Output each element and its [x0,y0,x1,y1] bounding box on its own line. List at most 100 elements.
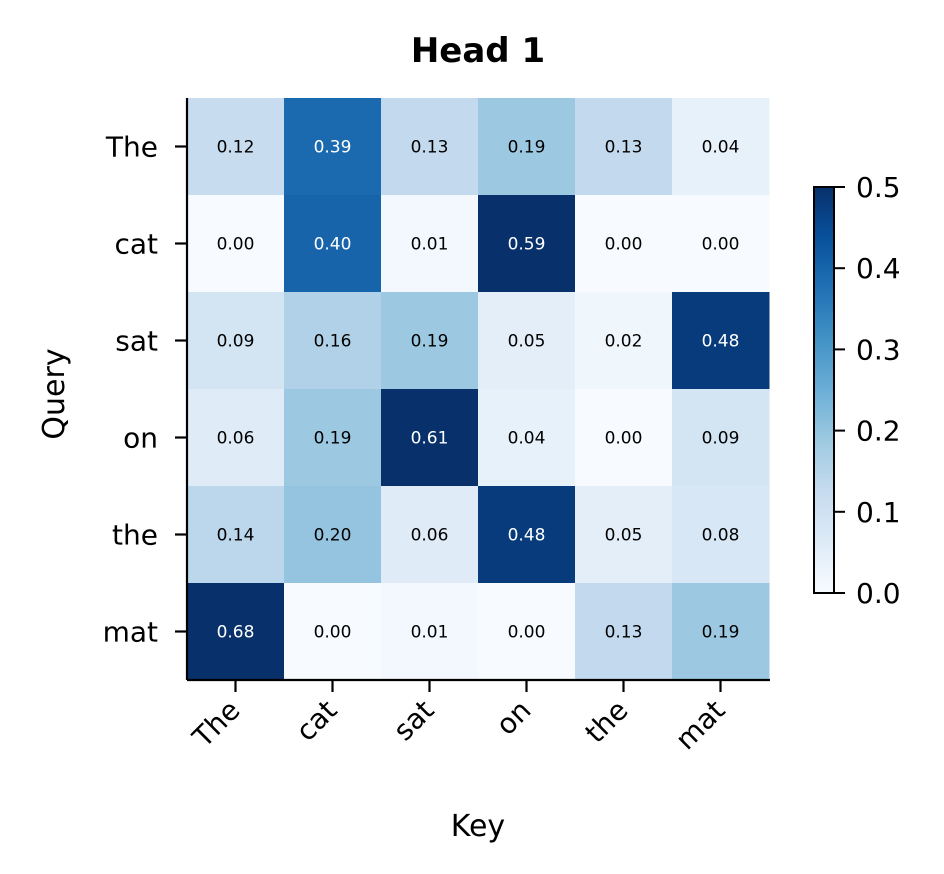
cell-value-label: 0.59 [508,235,546,255]
heatmap-cell [284,98,382,196]
cell-value-label: 0.48 [508,526,546,546]
heatmap-cell [672,583,770,681]
colorbar-tick-label: 0.0 [856,577,901,610]
heatmap-cell [672,98,770,196]
cell-value-label: 0.14 [217,526,255,546]
cell-value-label: 0.61 [411,429,449,449]
heatmap-cell [284,292,382,390]
heatmap-cell [575,583,673,681]
cell-value-label: 0.00 [702,235,740,255]
cell-value-label: 0.09 [217,332,255,352]
colorbar-tick-label: 0.3 [856,333,901,366]
colorbar-tick-label: 0.1 [856,496,901,529]
cell-value-label: 0.04 [508,429,546,449]
colorbar-tick-label: 0.2 [856,415,901,448]
x-tick-label: cat [289,694,343,748]
cell-value-label: 0.19 [314,429,352,449]
cell-value-label: 0.20 [314,526,352,546]
cell-value-label: 0.01 [411,235,449,255]
cell-value-label: 0.06 [217,429,255,449]
heatmap-cell-labels: 0.12 0.39 0.13 0.19 0.13 0.04 0.00 0.40 0.01 0.59… [217,138,740,643]
cell-value-label: 0.06 [411,526,449,546]
heatmap-cell [187,98,285,196]
cell-value-label: 0.13 [605,623,643,643]
heatmap-cell [478,389,576,487]
heatmap-cell [478,98,576,196]
cell-value-label: 0.40 [314,235,352,255]
cell-value-label: 0.19 [508,138,546,158]
heatmap-cell [187,486,285,584]
cell-value-label: 0.16 [314,332,352,352]
y-tick-label: the [112,519,158,552]
heatmap-cells [187,98,770,681]
x-tick-label: on [489,694,537,742]
colorbar-tick-label: 0.5 [856,171,901,204]
x-axis-label: Key [451,809,505,844]
y-axis-ticks: The cat sat on the mat [103,131,187,649]
heatmap-cell [575,292,673,390]
heatmap-cell [381,292,479,390]
heatmap-cell [381,98,479,196]
cell-value-label: 0.04 [702,138,740,158]
heatmap-cell [381,195,479,293]
x-axis-ticks: The cat sat on the mat [186,680,732,757]
x-tick-label: the [579,694,635,750]
heatmap-cell [284,389,382,487]
y-tick-label: mat [103,616,158,649]
heatmap-cell [478,486,576,584]
heatmap-cell [284,195,382,293]
heatmap-cell [187,389,285,487]
y-tick-label: cat [114,228,158,261]
x-tick-label: mat [669,694,732,757]
cell-value-label: 0.01 [411,623,449,643]
colorbar-ticks: 0.0 0.1 0.2 0.3 0.4 0.5 [834,171,901,610]
colorbar [813,186,835,594]
cell-value-label: 0.08 [702,526,740,546]
heatmap-cell [284,583,382,681]
heatmap-cell [575,195,673,293]
cell-value-label: 0.00 [605,429,643,449]
heatmap-cell [672,486,770,584]
heatmap-cell [672,195,770,293]
chart-title: Head 1 [411,31,545,71]
y-tick-label: The [105,131,158,164]
heatmap-cell [187,583,285,681]
cell-value-label: 0.39 [314,138,352,158]
heatmap-cell [284,486,382,584]
heatmap-cell [381,389,479,487]
cell-value-label: 0.19 [411,332,449,352]
x-tick-label: The [186,694,247,755]
heatmap-cell [672,292,770,390]
y-axis-label: Query [37,348,72,439]
heatmap-cell [187,195,285,293]
heatmap-cell [381,583,479,681]
colorbar-tick-label: 0.4 [856,252,901,285]
cell-value-label: 0.05 [508,332,546,352]
heatmap-cell [478,195,576,293]
cell-value-label: 0.09 [702,429,740,449]
cell-value-label: 0.19 [702,623,740,643]
cell-value-label: 0.13 [605,138,643,158]
y-tick-label: on [123,422,158,455]
cell-value-label: 0.68 [217,623,255,643]
cell-value-label: 0.02 [605,332,643,352]
x-tick-label: sat [387,694,441,748]
heatmap-cell [478,292,576,390]
cell-value-label: 0.00 [217,235,255,255]
cell-value-label: 0.00 [508,623,546,643]
cell-value-label: 0.48 [702,332,740,352]
y-tick-label: sat [115,325,158,358]
cell-value-label: 0.00 [314,623,352,643]
cell-value-label: 0.12 [217,138,255,158]
heatmap-cell [575,98,673,196]
heatmap-cell [381,486,479,584]
heatmap-cell [187,292,285,390]
heatmap-cell [575,389,673,487]
cell-value-label: 0.00 [605,235,643,255]
cell-value-label: 0.13 [411,138,449,158]
heatmap-cell [575,486,673,584]
cell-value-label: 0.05 [605,526,643,546]
heatmap-cell [478,583,576,681]
heatmap-cell [672,389,770,487]
